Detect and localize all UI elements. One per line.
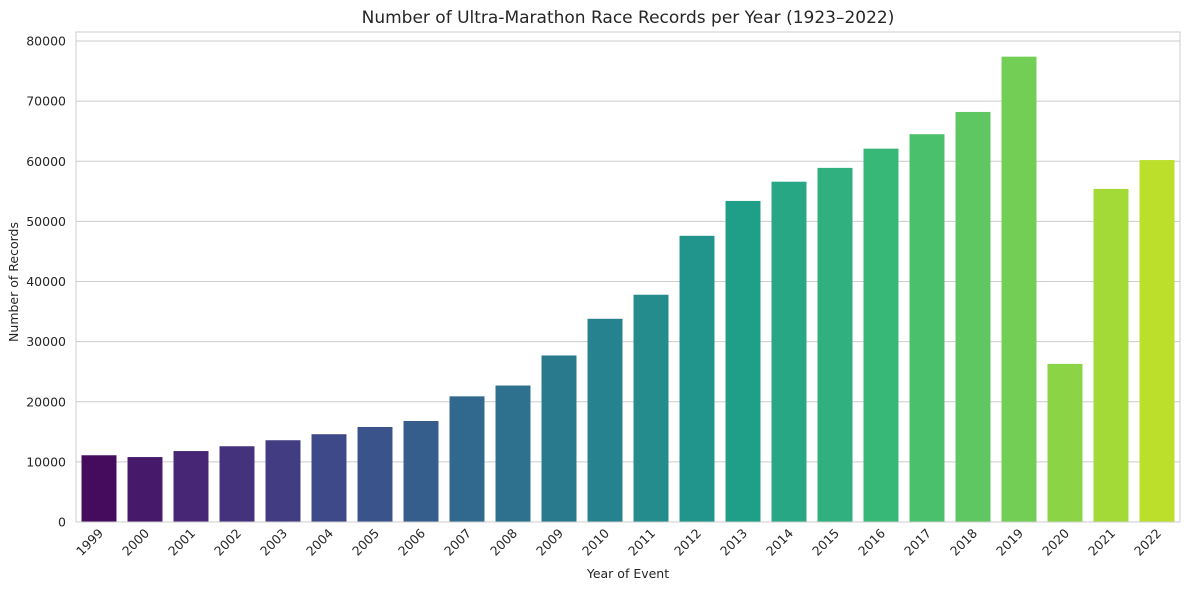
bar-2019	[1001, 56, 1037, 523]
y-tick-label: 50000	[26, 214, 66, 229]
x-axis-ticks: 1999 2000 2001 2002 2003 2004 2005 2006 2007 2008…	[73, 525, 1164, 558]
x-tick-label: 2019	[993, 525, 1026, 558]
x-tick-label: 2016	[855, 525, 888, 558]
bar-2018	[955, 111, 991, 522]
bar-2003	[265, 440, 301, 522]
x-tick-label: 2011	[625, 526, 658, 559]
plot-frame	[75, 31, 1181, 523]
y-tick-label: 40000	[26, 274, 66, 289]
x-tick-label: 2015	[809, 526, 842, 559]
grid-lines	[76, 40, 1180, 523]
x-tick-label: 2022	[1131, 526, 1164, 559]
bar-2002	[219, 446, 255, 522]
x-tick-label: 2020	[1039, 525, 1072, 558]
bar-2020	[1047, 363, 1083, 522]
bar-2012	[679, 235, 715, 522]
x-tick-label: 2001	[165, 526, 198, 559]
x-tick-label: 2021	[1085, 526, 1118, 559]
bar-2004	[311, 434, 347, 522]
bar-2009	[541, 355, 577, 522]
bar-2022	[1139, 160, 1175, 523]
bar-2001	[173, 451, 209, 522]
bar-1999	[81, 455, 117, 522]
y-axis-label: Number of Records	[6, 222, 21, 342]
bar-2021	[1093, 188, 1129, 523]
y-tick-label: 20000	[26, 394, 66, 409]
x-tick-label: 2002	[211, 526, 244, 559]
y-tick-label: 60000	[26, 154, 66, 169]
x-tick-label: 2000	[119, 525, 152, 558]
y-tick-label: 70000	[26, 94, 66, 109]
bar-2005	[357, 427, 393, 522]
y-tick-label: 30000	[26, 334, 66, 349]
x-tick-label: 2010	[579, 525, 612, 558]
bars	[81, 56, 1175, 523]
x-tick-label: 2013	[717, 526, 750, 559]
x-tick-label: 2017	[901, 526, 934, 559]
x-tick-label: 2014	[763, 525, 796, 558]
bar-2014	[771, 181, 807, 523]
y-axis-ticks: 0 10000 20000 30000 40000 50000 60000 70000 8000…	[26, 34, 66, 530]
x-tick-label: 2012	[671, 526, 704, 559]
y-tick-label: 80000	[26, 34, 66, 49]
x-tick-label: 2009	[533, 525, 566, 558]
bar-2017	[909, 134, 945, 522]
bar-2007	[449, 396, 485, 522]
bar-2015	[817, 167, 853, 522]
x-tick-label: 2004	[303, 525, 336, 558]
bar-2013	[725, 200, 761, 523]
y-tick-label: 10000	[26, 454, 66, 469]
x-tick-label: 2006	[395, 525, 428, 558]
x-tick-label: 2003	[257, 526, 290, 559]
x-tick-label: 2007	[441, 526, 474, 559]
bar-2010	[587, 318, 623, 522]
x-tick-label: 1999	[73, 525, 106, 558]
chart-title: Number of Ultra-Marathon Race Records pe…	[362, 8, 895, 28]
bar-2016	[863, 148, 899, 522]
bar-2011	[633, 294, 669, 522]
y-tick-label: 0	[58, 515, 66, 530]
x-axis-label: Year of Event	[586, 566, 669, 581]
x-tick-label: 2008	[487, 525, 520, 558]
bar-2000	[127, 457, 163, 522]
bar-2008	[495, 385, 531, 522]
bar-2006	[403, 420, 439, 522]
x-tick-label: 2018	[947, 525, 980, 558]
x-tick-label: 2005	[349, 526, 382, 559]
